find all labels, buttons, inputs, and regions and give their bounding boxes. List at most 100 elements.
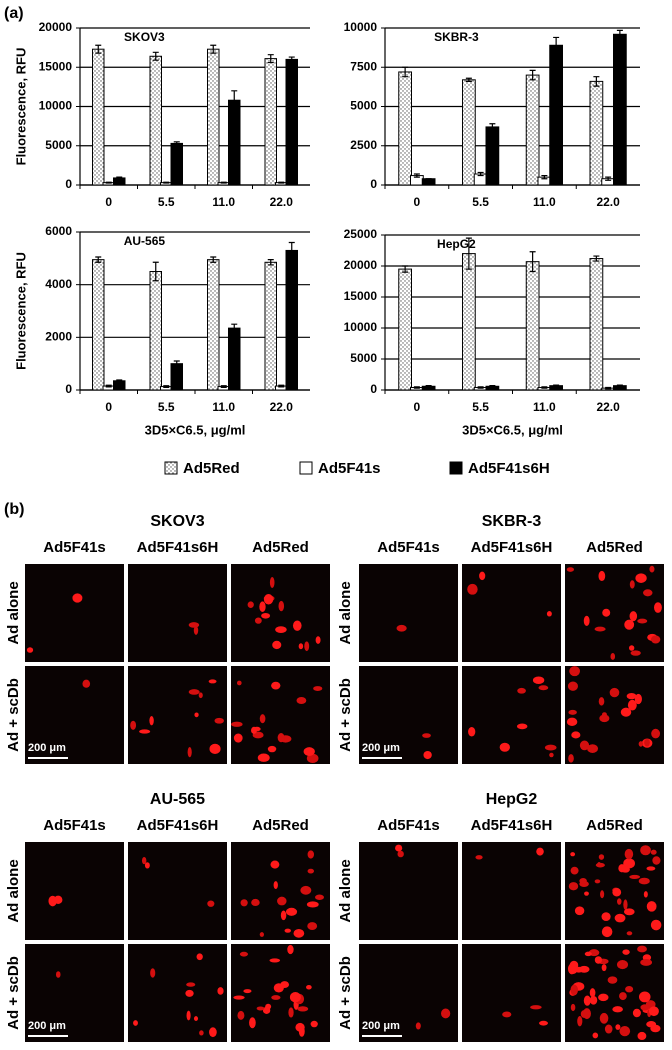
bar [525, 74, 540, 186]
cell [602, 608, 611, 617]
panel-label: (b) [4, 501, 24, 518]
cell [583, 995, 591, 1006]
cell [566, 717, 578, 727]
error-bar [553, 36, 560, 54]
error-bar [152, 51, 159, 61]
cell [567, 681, 578, 691]
x-tick-label: 22.0 [270, 195, 294, 209]
group-title: AU-565 [150, 791, 205, 808]
cell [628, 862, 633, 867]
bar [285, 58, 298, 186]
row-label: Ad + scDb [337, 956, 354, 1030]
error-bar [553, 384, 560, 387]
cell [269, 958, 281, 963]
error-bar [210, 256, 217, 263]
cell [188, 689, 200, 695]
cell [271, 995, 281, 1000]
cell [298, 1026, 305, 1037]
cell [467, 583, 478, 595]
cell [280, 910, 287, 921]
cell [635, 573, 647, 583]
scale-bar-label: 200 μm [28, 742, 66, 754]
cell [595, 862, 605, 868]
y-tick-label: 25000 [344, 227, 378, 241]
cell [568, 882, 579, 891]
x-tick-label: 0 [414, 195, 421, 209]
cell [188, 622, 200, 628]
error-bar [616, 384, 623, 387]
cell [544, 744, 557, 751]
cell [397, 850, 404, 858]
micrograph [231, 666, 330, 764]
cell [614, 913, 626, 923]
cell [306, 753, 319, 764]
cell [579, 877, 587, 884]
cell [650, 1024, 661, 1033]
cell [307, 922, 318, 930]
cell [569, 666, 580, 677]
cell [601, 964, 607, 972]
cell [265, 1003, 272, 1010]
cell [233, 733, 243, 743]
error-bar [593, 255, 600, 262]
x-tick-label: 22.0 [596, 400, 620, 414]
cell [598, 854, 605, 860]
cell [569, 964, 578, 974]
column-header: Ad5F41s6H [471, 539, 553, 556]
cell [530, 1005, 542, 1010]
micrograph [462, 666, 561, 764]
cell [637, 1031, 647, 1041]
cell [648, 1006, 659, 1017]
x-tick-label: 22.0 [596, 195, 620, 209]
cell [637, 945, 647, 953]
cell [284, 928, 291, 933]
cell [623, 908, 635, 916]
cell [584, 951, 592, 957]
cell [646, 901, 657, 912]
column-header: Ad5F41s6H [137, 539, 219, 556]
error-bar [288, 56, 295, 63]
cell [598, 697, 605, 706]
cell [629, 611, 638, 622]
x-tick-label: 11.0 [212, 195, 235, 209]
micrograph [128, 564, 227, 662]
cell [599, 714, 610, 723]
column-header: Ad5F41s [377, 539, 440, 556]
cell [649, 565, 655, 573]
error-bar [105, 384, 112, 388]
bar [149, 55, 162, 186]
cell [632, 1008, 641, 1018]
cell [254, 617, 262, 624]
cell [313, 686, 323, 692]
micrograph [25, 564, 124, 662]
error-bar [210, 44, 217, 54]
x-axis-label: 3D5×C6.5, μg/ml [145, 422, 246, 437]
cell [566, 567, 575, 572]
error-bar [402, 265, 409, 273]
cell [261, 612, 271, 619]
cell [251, 726, 257, 734]
cell [231, 721, 243, 727]
cell [315, 636, 321, 644]
x-tick-label: 5.5 [158, 195, 175, 209]
cell [570, 1003, 576, 1012]
error-bar [465, 237, 472, 270]
chart-title: SKOV3 [124, 30, 165, 44]
cell [277, 733, 285, 743]
bar [613, 33, 627, 186]
error-bar [605, 176, 612, 181]
cell [315, 894, 324, 900]
cell [651, 635, 661, 644]
cell [626, 692, 637, 700]
chart-title: SKBR-3 [434, 30, 479, 44]
cell [637, 618, 648, 624]
column-header: Ad5F41s [377, 817, 440, 834]
bar [462, 253, 476, 391]
cell [256, 1006, 265, 1011]
micrograph [25, 842, 124, 940]
cell [273, 881, 278, 890]
cell [82, 679, 91, 688]
error-bar [231, 90, 238, 111]
cell [600, 890, 605, 899]
